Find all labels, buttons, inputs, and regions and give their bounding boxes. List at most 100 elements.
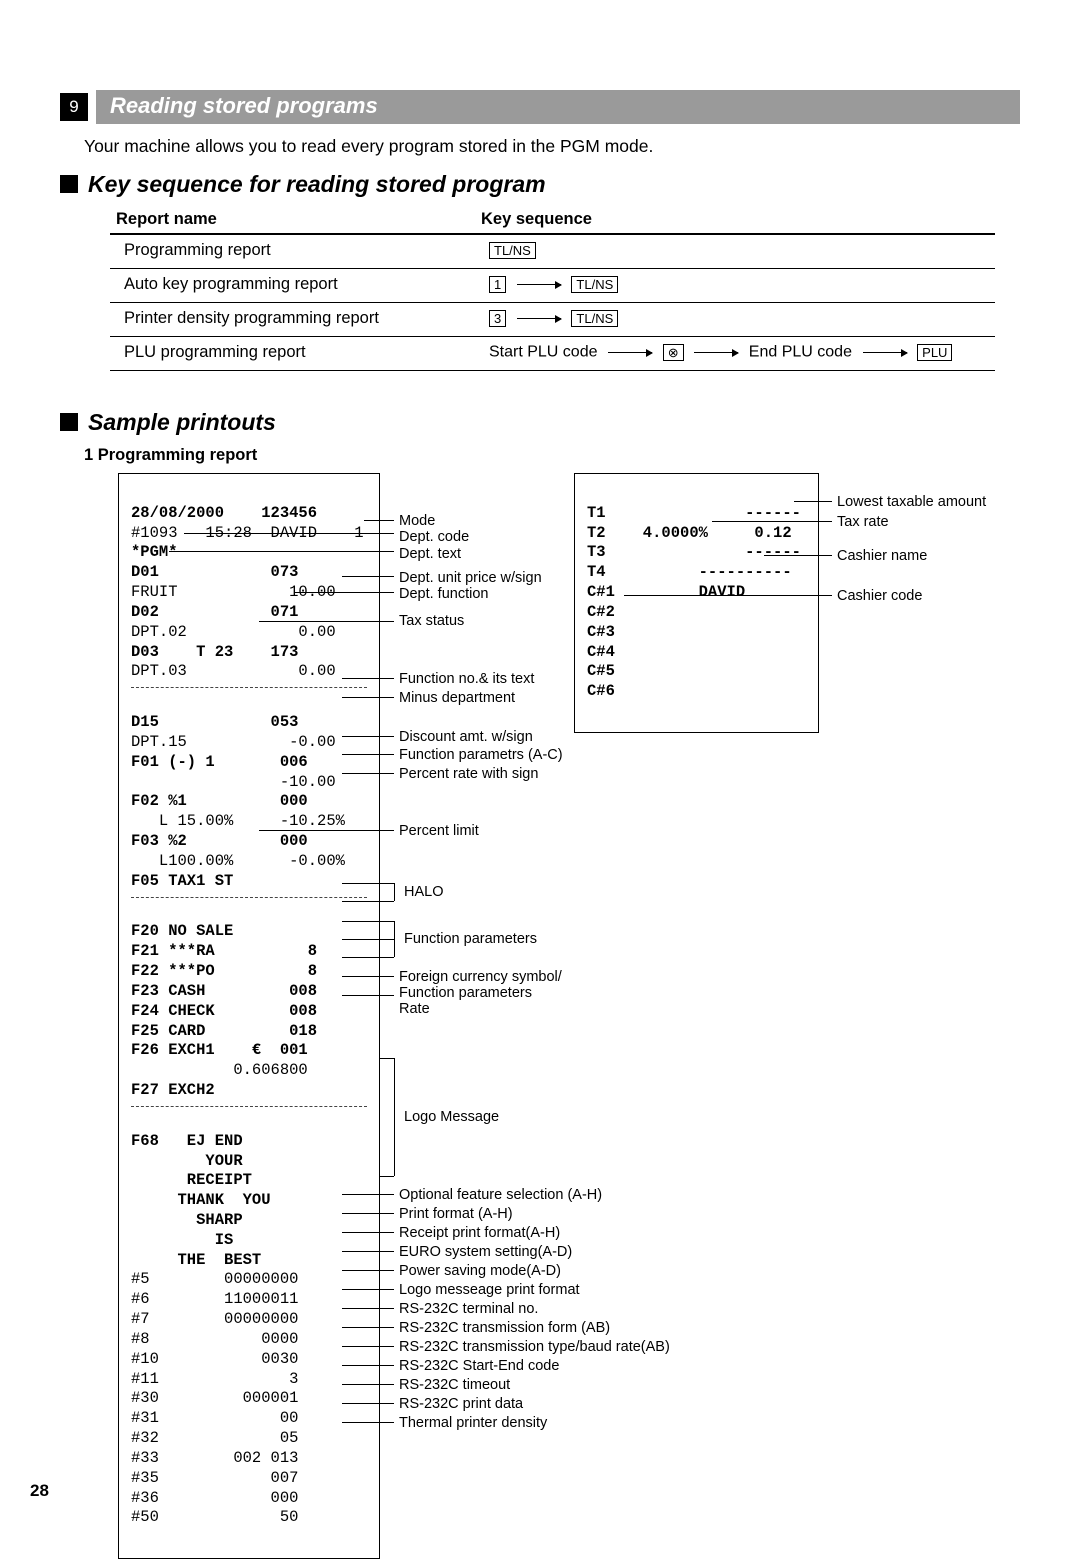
r2-l7: C#4 bbox=[587, 643, 615, 661]
r2-l5: C#2 bbox=[587, 603, 615, 621]
ann-tpd: Thermal printer density bbox=[399, 1415, 547, 1431]
r1-l10: D15 053 bbox=[131, 713, 298, 731]
leader-line bbox=[184, 533, 394, 534]
label-startplu: Start PLU code bbox=[489, 344, 598, 361]
ann-halo: HALO bbox=[404, 884, 444, 900]
r1-l24: F25 CARD 018 bbox=[131, 1022, 317, 1040]
r1-l9: DPT.03 0.00 bbox=[131, 662, 336, 680]
leader-line bbox=[259, 830, 394, 831]
row-programming: Programming report bbox=[110, 234, 475, 269]
subheading-keyseq-text: Key sequence for reading stored program bbox=[88, 171, 546, 197]
ann-pwrsave: Power saving mode(A-D) bbox=[399, 1263, 561, 1279]
r1-l7: DPT.02 0.00 bbox=[131, 623, 336, 641]
r1-l39: #10 0030 bbox=[131, 1350, 298, 1368]
leader-line bbox=[342, 1232, 394, 1233]
r1-l36: #6 11000011 bbox=[131, 1290, 298, 1308]
key-tlns: TL/NS bbox=[489, 242, 536, 259]
arrow-icon bbox=[517, 318, 561, 319]
ann-deptcode: Dept. code bbox=[399, 529, 469, 545]
r1-l44: #33 002 013 bbox=[131, 1449, 298, 1467]
r2-l3: T4 ---------- bbox=[587, 563, 792, 581]
subheading-sample: Sample printouts bbox=[60, 409, 1020, 436]
r1-l6: D02 071 bbox=[131, 603, 298, 621]
leader-line bbox=[712, 521, 832, 522]
leader-line bbox=[764, 555, 832, 556]
key-3: 3 bbox=[489, 310, 506, 327]
r1-l25: F26 EXCH1 € 001 bbox=[131, 1041, 308, 1059]
leader-line bbox=[364, 520, 394, 521]
ann-pctrate: Percent rate with sign bbox=[399, 766, 538, 782]
key-tlns: TL/NS bbox=[571, 310, 618, 327]
receipt-divider bbox=[131, 897, 367, 898]
r2-l1b: T2 4.0000% 0.12 bbox=[587, 524, 792, 542]
receipt-divider bbox=[131, 1106, 367, 1107]
ann-discamt: Discount amt. w/sign bbox=[399, 729, 533, 745]
intro-text: Your machine allows you to read every pr… bbox=[84, 136, 1020, 157]
ann-rsto: RS-232C timeout bbox=[399, 1377, 510, 1393]
r1-l47: #50 50 bbox=[131, 1508, 298, 1526]
r1-l30: RECEIPT bbox=[131, 1171, 252, 1189]
r1-l37: #7 00000000 bbox=[131, 1310, 298, 1328]
leader-line bbox=[342, 697, 394, 698]
ann-fcsym: Foreign currency symbol/ bbox=[399, 969, 562, 985]
ann-logofmt: Logo messeage print format bbox=[399, 1282, 580, 1298]
r1-l40: #11 3 bbox=[131, 1370, 298, 1388]
r2-l2: T3 ------ bbox=[587, 543, 801, 561]
leader-line bbox=[342, 883, 394, 884]
ann-funcparam: Function parameters bbox=[404, 931, 537, 947]
ann-deptunit: Dept. unit price w/sign bbox=[399, 570, 542, 586]
col-key-sequence: Key sequence bbox=[475, 206, 995, 234]
r1-l38: #8 0000 bbox=[131, 1330, 298, 1348]
seq-autokey: 1 TL/NS bbox=[475, 269, 995, 303]
leader-line bbox=[342, 1270, 394, 1271]
arrow-icon bbox=[863, 352, 907, 353]
subheading-sample-text: Sample printouts bbox=[88, 409, 276, 435]
r2-l1a: T1 ------ bbox=[587, 504, 801, 522]
r1-l29: YOUR bbox=[131, 1152, 243, 1170]
leader-line bbox=[342, 1422, 394, 1423]
row-printerdensity: Printer density programming report bbox=[110, 303, 475, 337]
label-endplu: End PLU code bbox=[749, 344, 852, 361]
ann-logomsg: Logo Message bbox=[404, 1109, 499, 1125]
r1-l20: F21 ***RA 8 bbox=[131, 942, 317, 960]
leader-line bbox=[342, 995, 394, 996]
r1-l21: F22 ***PO 8 bbox=[131, 962, 317, 980]
leader-line bbox=[294, 592, 394, 593]
ann-funcparam2: Function parameters bbox=[399, 985, 532, 1001]
key-plu: PLU bbox=[917, 344, 952, 361]
leader-line bbox=[342, 1346, 394, 1347]
leader-line bbox=[342, 736, 394, 737]
ann-rspd: RS-232C print data bbox=[399, 1396, 523, 1412]
leader-line bbox=[342, 576, 394, 577]
leader-line bbox=[342, 773, 394, 774]
leader-line bbox=[342, 678, 394, 679]
r1-l43: #32 05 bbox=[131, 1429, 298, 1447]
receipt-divider bbox=[131, 687, 367, 688]
r1-l27: F27 EXCH2 bbox=[131, 1081, 215, 1099]
ann-cashcode: Cashier code bbox=[837, 588, 922, 604]
ann-rate: Rate bbox=[399, 1001, 430, 1017]
r1-l28: F68 EJ END bbox=[131, 1132, 243, 1150]
r1-l12: F01 (-) 1 006 bbox=[131, 753, 308, 771]
section-number: 9 bbox=[69, 97, 78, 117]
r1-l18: F05 TAX1 ST bbox=[131, 872, 233, 890]
ann-eurosys: EURO system setting(A-D) bbox=[399, 1244, 572, 1260]
arrow-icon bbox=[694, 352, 738, 353]
r1-l32: SHARP bbox=[131, 1211, 243, 1229]
square-bullet-icon bbox=[60, 175, 78, 193]
leader-line bbox=[394, 1058, 395, 1176]
seq-printerdensity: 3 TL/NS bbox=[475, 303, 995, 337]
ann-rsbaud: RS-232C transmission type/baud rate(AB) bbox=[399, 1339, 670, 1355]
row-autokey: Auto key programming report bbox=[110, 269, 475, 303]
leader-line bbox=[342, 939, 394, 940]
leader-line bbox=[342, 921, 394, 922]
r1-l35: #5 00000000 bbox=[131, 1270, 298, 1288]
r1-l1: 28/08/2000 123456 bbox=[131, 504, 317, 522]
r1-l15: L 15.00% -10.25% bbox=[131, 812, 345, 830]
key-otimes: ⊗ bbox=[663, 344, 684, 361]
ann-pctlimit: Percent limit bbox=[399, 823, 479, 839]
arrow-icon bbox=[608, 352, 652, 353]
r1-l8: D03 T 23 173 bbox=[131, 643, 298, 661]
key-1: 1 bbox=[489, 276, 506, 293]
leader-line bbox=[794, 501, 832, 502]
